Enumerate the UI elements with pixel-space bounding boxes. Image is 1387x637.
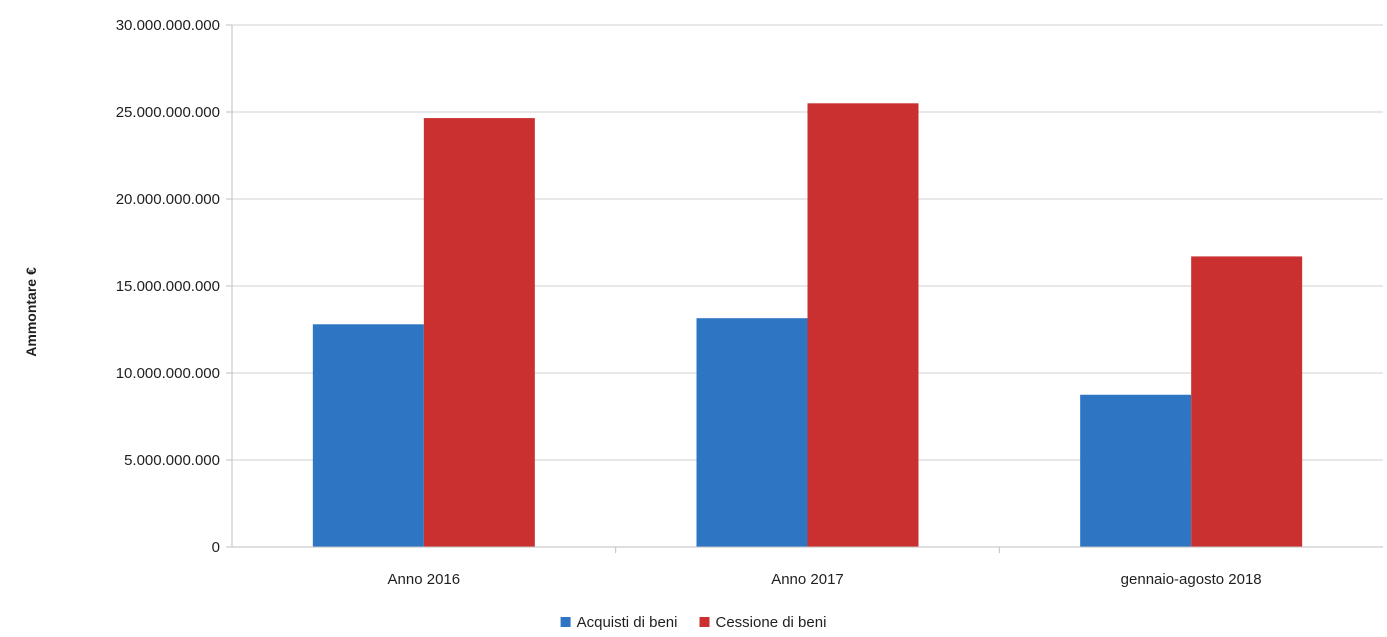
bars: [312, 103, 1303, 548]
y-tick-label: 15.000.000.000: [116, 278, 220, 295]
x-tick-label: gennaio-agosto 2018: [1121, 571, 1262, 588]
y-tick-label: 20.000.000.000: [116, 191, 220, 208]
y-axis-title: Ammontare €: [23, 267, 39, 357]
bar-cessione: [423, 118, 535, 547]
legend: Acquisti di beni Cessione di beni: [560, 614, 827, 631]
bar-acquisti: [1080, 394, 1192, 547]
legend-swatch: [560, 617, 571, 627]
y-tick-label: 30.000.000.000: [116, 17, 220, 34]
bar-acquisti: [696, 318, 808, 547]
y-tick-label: 0: [212, 539, 220, 556]
axes: 0 5.000.000.000 10.000.000.000 15.000.000.0…: [116, 17, 1383, 588]
bar-acquisti: [312, 324, 424, 547]
legend-label: Cessione di beni: [716, 614, 827, 631]
bar-cessione: [1191, 256, 1303, 547]
y-tick-label: 5.000.000.000: [124, 452, 220, 469]
legend-label: Acquisti di beni: [577, 614, 678, 631]
y-tick-label: 25.000.000.000: [116, 104, 220, 121]
legend-swatch: [699, 617, 710, 627]
y-tick-label: 10.000.000.000: [116, 365, 220, 382]
x-tick-label: Anno 2017: [771, 571, 844, 588]
x-tick-label: Anno 2016: [388, 571, 461, 588]
bar-cessione: [807, 103, 919, 548]
